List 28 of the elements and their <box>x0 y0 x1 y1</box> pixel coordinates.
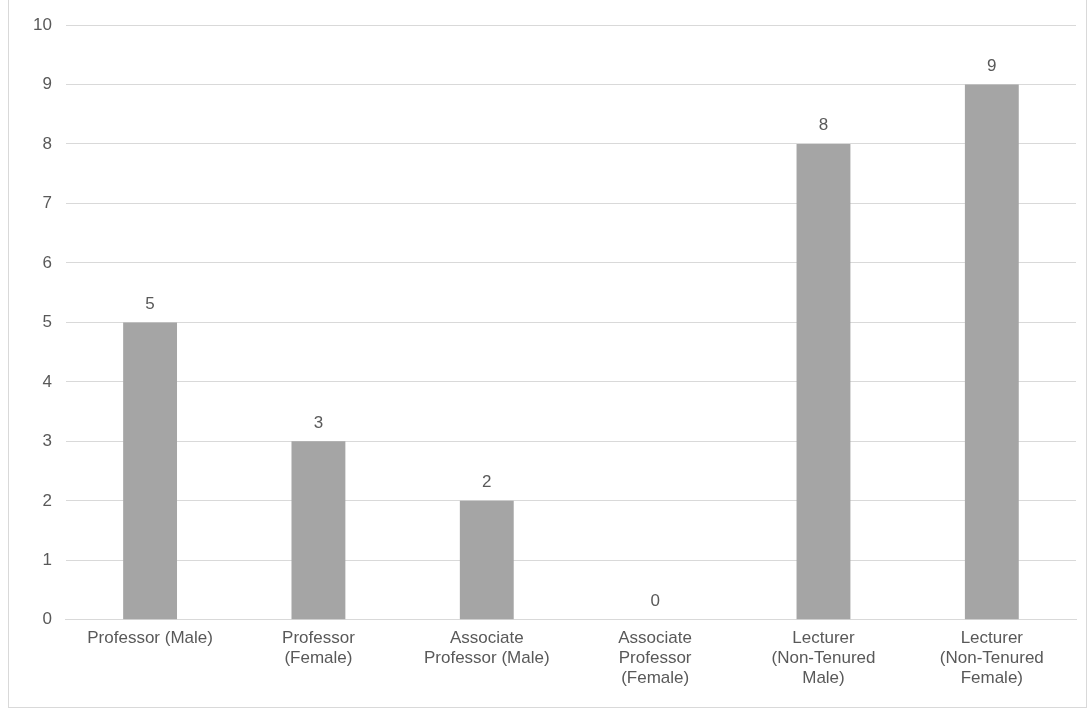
data-label: 2 <box>482 472 492 492</box>
y-tick-label: 9 <box>42 74 52 94</box>
y-tick-label: 4 <box>42 371 52 391</box>
y-tick-label: 6 <box>42 252 52 272</box>
x-tick-label: Lecturer (Non-Tenured Female) <box>939 627 1044 688</box>
y-tick-label: 3 <box>42 431 52 451</box>
x-tick-label: Professor (Female) <box>282 627 356 668</box>
y-tick-label: 10 <box>32 14 52 34</box>
x-tick-label: Associate Professor (Female) <box>618 627 692 688</box>
y-tick-label: 8 <box>42 133 52 153</box>
x-tick-label: Professor (Male) <box>87 627 213 647</box>
bar <box>964 84 1019 620</box>
y-tick-label: 1 <box>42 550 52 570</box>
y-tick-label: 2 <box>42 490 52 510</box>
bar <box>291 441 346 620</box>
x-tick-label: Associate Professor (Male) <box>423 627 550 668</box>
data-label: 0 <box>650 590 660 610</box>
bar <box>459 500 514 620</box>
y-tick-label: 0 <box>42 609 52 629</box>
data-label: 5 <box>145 293 155 313</box>
x-tick-label: Lecturer (Non-Tenured Male) <box>771 627 876 688</box>
data-label: 3 <box>313 412 324 432</box>
y-tick-label: 5 <box>42 312 52 332</box>
bar <box>123 322 178 620</box>
data-label: 8 <box>818 115 829 135</box>
data-label: 9 <box>987 55 997 75</box>
bar <box>796 143 851 620</box>
y-tick-label: 7 <box>42 193 52 213</box>
